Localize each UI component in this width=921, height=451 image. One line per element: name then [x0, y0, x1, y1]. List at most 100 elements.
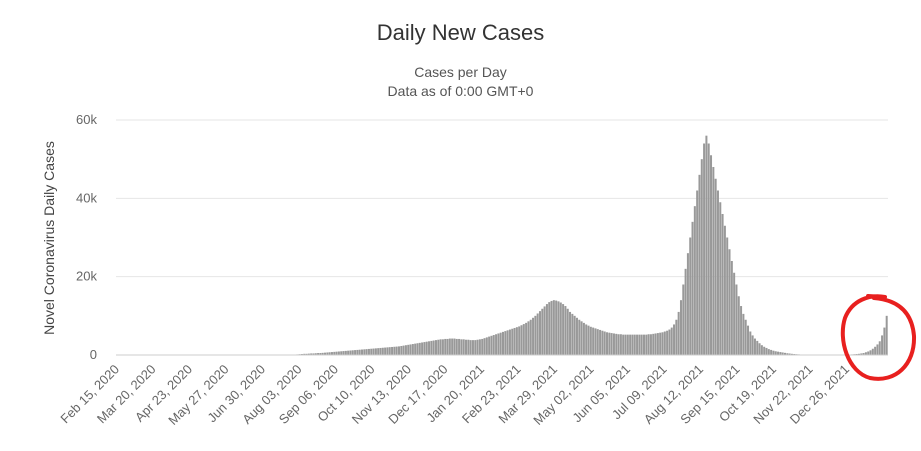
- bar: [340, 351, 343, 355]
- bar: [307, 353, 310, 355]
- bar: [659, 332, 662, 355]
- bar: [330, 352, 333, 355]
- bar: [670, 327, 673, 355]
- y-tick-label: 20k: [76, 269, 97, 284]
- bar: [485, 337, 488, 356]
- bar: [740, 306, 743, 355]
- bar: [400, 345, 403, 355]
- bar: [490, 335, 493, 355]
- bar: [779, 352, 782, 355]
- chart-title: Daily New Cases: [376, 20, 545, 45]
- bar: [640, 334, 643, 355]
- bar: [592, 327, 595, 355]
- bar: [453, 338, 456, 355]
- bar: [735, 284, 738, 355]
- bar: [682, 284, 685, 355]
- bar: [881, 335, 884, 355]
- bar: [520, 325, 523, 355]
- bar: [783, 352, 786, 355]
- bar: [478, 339, 481, 355]
- bar: [391, 346, 394, 355]
- bar: [857, 353, 860, 355]
- bar: [428, 341, 431, 355]
- bar: [728, 249, 731, 355]
- bar: [543, 306, 546, 355]
- bar: [749, 331, 752, 355]
- y-tick-label: 60k: [76, 112, 97, 127]
- bar: [606, 332, 609, 355]
- bar: [668, 329, 671, 355]
- bar: [455, 338, 458, 355]
- bar: [767, 349, 770, 356]
- bar: [499, 332, 502, 355]
- bar: [511, 328, 514, 355]
- bar: [351, 350, 354, 355]
- bar: [862, 353, 865, 355]
- bar: [758, 343, 761, 355]
- bar: [548, 302, 551, 356]
- bar: [545, 304, 548, 355]
- bar: [756, 340, 759, 355]
- bar: [407, 344, 410, 355]
- bar: [367, 348, 370, 355]
- bar: [395, 346, 398, 355]
- bar: [770, 349, 773, 355]
- red-circle-annotation: [840, 294, 917, 381]
- bar: [305, 353, 308, 355]
- bar: [679, 300, 682, 355]
- bar: [689, 237, 692, 355]
- bar: [645, 334, 648, 355]
- bar: [599, 329, 602, 355]
- bar: [474, 340, 477, 355]
- bar-series: [293, 135, 888, 356]
- bar: [747, 325, 750, 356]
- bar: [508, 329, 511, 355]
- bar: [557, 301, 560, 355]
- bar: [626, 334, 629, 355]
- bar: [663, 331, 666, 355]
- bar: [654, 333, 657, 355]
- bar: [686, 253, 689, 355]
- chart-subtitle: Cases per Day: [414, 64, 507, 80]
- bar: [772, 350, 775, 355]
- gridlines: [116, 119, 888, 278]
- bar: [624, 334, 627, 355]
- bar: [538, 311, 541, 355]
- y-tick-label: 40k: [76, 190, 97, 205]
- bar: [425, 341, 428, 355]
- bar: [347, 350, 350, 355]
- bar: [867, 351, 870, 355]
- bar: [864, 352, 867, 355]
- bar: [444, 338, 447, 355]
- bar: [437, 339, 440, 356]
- bar: [587, 325, 590, 356]
- bar: [439, 339, 442, 355]
- bar: [363, 349, 366, 355]
- bar: [393, 346, 396, 355]
- bar: [384, 347, 387, 355]
- bar: [446, 338, 449, 355]
- bar: [652, 333, 655, 355]
- bar: [573, 315, 576, 355]
- bar: [582, 322, 585, 355]
- bar: [781, 352, 784, 355]
- bar: [370, 348, 373, 355]
- bar: [529, 319, 532, 355]
- bar: [515, 327, 518, 355]
- bar: [871, 348, 874, 355]
- bar: [742, 313, 745, 356]
- bar: [763, 346, 766, 355]
- bar: [312, 353, 315, 355]
- bar: [703, 143, 706, 355]
- bar: [471, 340, 474, 355]
- bar: [661, 332, 664, 355]
- bar: [414, 343, 417, 355]
- bar: [566, 308, 569, 355]
- bar: [707, 143, 710, 355]
- bar: [691, 221, 694, 355]
- bar: [774, 351, 777, 355]
- bar: [612, 333, 615, 355]
- bar: [790, 353, 793, 355]
- y-axis-label: Novel Coronavirus Daily Cases: [41, 141, 57, 335]
